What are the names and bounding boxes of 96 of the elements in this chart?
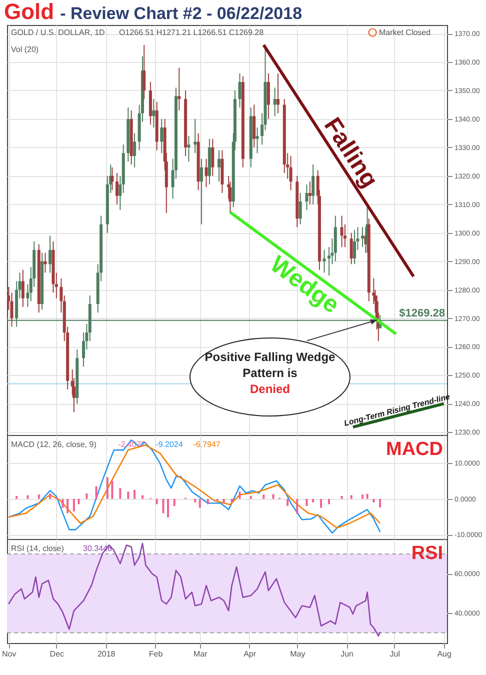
candlestick bbox=[218, 150, 221, 182]
candlestick bbox=[178, 67, 181, 111]
bar bbox=[16, 496, 18, 499]
candlestick bbox=[152, 98, 156, 128]
annotation: RSI bbox=[410, 543, 443, 565]
bar bbox=[62, 498, 64, 508]
bar bbox=[162, 498, 164, 514]
chart-title: Gold bbox=[4, 0, 54, 24]
candlestick bbox=[116, 172, 118, 205]
annotation: GOLD / U.S. DOLLAR, 1D bbox=[11, 28, 105, 37]
annotation: Market Closed bbox=[379, 28, 431, 37]
bar bbox=[134, 490, 136, 499]
annotation: -6.7947 bbox=[193, 440, 220, 449]
candlestick bbox=[252, 104, 256, 148]
bar bbox=[194, 498, 196, 502]
x-tick-label: 2018 bbox=[97, 650, 116, 658]
bar bbox=[38, 494, 40, 499]
bar bbox=[78, 498, 80, 504]
bar bbox=[127, 492, 130, 499]
x-tick-label: Dec bbox=[50, 650, 64, 658]
chart-subtitle: - Review Chart #2 - 06/22/2018 bbox=[60, 4, 302, 23]
bar bbox=[72, 498, 75, 512]
bar bbox=[66, 498, 69, 514]
bar bbox=[379, 498, 382, 508]
candlestick bbox=[211, 138, 214, 176]
bar bbox=[222, 498, 225, 504]
candlestick bbox=[308, 181, 312, 205]
x-tick-label: Nov bbox=[2, 650, 16, 658]
bar bbox=[142, 495, 144, 499]
annotation: MACD bbox=[385, 439, 443, 461]
annotation: Positive Falling Wedge Pattern is Denied bbox=[204, 349, 336, 397]
annotation: -9.2024 bbox=[156, 440, 183, 449]
bar bbox=[238, 492, 241, 499]
candlestick bbox=[21, 269, 24, 308]
candlestick bbox=[266, 72, 270, 120]
candlestick bbox=[289, 155, 292, 191]
candlestick bbox=[204, 158, 208, 188]
bar bbox=[306, 498, 308, 506]
bar bbox=[366, 494, 368, 499]
bar bbox=[286, 498, 289, 506]
annotation: Vol (20) bbox=[11, 45, 39, 54]
x-tick-label: Jul bbox=[390, 650, 400, 658]
bar bbox=[262, 494, 265, 499]
candlestick bbox=[298, 192, 302, 225]
ref-line-label: $1269.28 bbox=[399, 307, 445, 320]
candlestick bbox=[353, 230, 356, 265]
bar bbox=[328, 498, 330, 504]
bar bbox=[106, 477, 108, 499]
bar bbox=[320, 498, 322, 508]
candlestick bbox=[312, 164, 315, 205]
candlestick bbox=[256, 127, 259, 154]
x-tick-label: Feb bbox=[148, 650, 164, 658]
bar bbox=[272, 494, 274, 499]
bar bbox=[167, 498, 170, 518]
bar bbox=[86, 493, 88, 499]
x-tick-label: Apr bbox=[244, 650, 256, 658]
bar bbox=[156, 498, 158, 504]
candlestick bbox=[142, 44, 146, 100]
x-tick-label: May bbox=[290, 650, 306, 658]
bar bbox=[372, 498, 375, 502]
bar bbox=[230, 498, 233, 502]
candlestick bbox=[160, 118, 164, 154]
bar bbox=[250, 496, 252, 499]
line-series bbox=[8, 542, 381, 637]
candlestick bbox=[133, 132, 136, 168]
x-tick-label: Jun bbox=[340, 650, 354, 658]
bar bbox=[49, 493, 52, 499]
x-tick-label: Aug bbox=[437, 650, 452, 658]
bar bbox=[350, 495, 352, 499]
bar bbox=[95, 486, 98, 499]
annotation: O1266.51 H1271.21 L1266.51 C1269.28 bbox=[119, 28, 264, 37]
annotation: RSI (14, close) bbox=[11, 544, 64, 553]
candlestick bbox=[273, 87, 276, 117]
candlestick bbox=[238, 72, 242, 108]
x-tick-label: Mar bbox=[194, 650, 208, 658]
candlestick bbox=[340, 215, 344, 248]
bar bbox=[296, 498, 298, 514]
bar bbox=[362, 494, 364, 499]
candlestick bbox=[350, 232, 353, 265]
bar bbox=[198, 498, 201, 508]
bar bbox=[312, 498, 314, 502]
candlestick bbox=[276, 72, 280, 114]
candlestick bbox=[200, 158, 203, 225]
candlestick bbox=[187, 136, 190, 162]
candlestick bbox=[110, 166, 114, 191]
candlestick bbox=[48, 235, 52, 274]
bar bbox=[340, 496, 343, 499]
bar bbox=[119, 488, 122, 499]
annotation: MACD (12, 26, close, 9) bbox=[11, 440, 96, 449]
candlestick bbox=[305, 184, 308, 211]
candlestick bbox=[194, 118, 197, 154]
bar bbox=[173, 498, 176, 506]
candlestick bbox=[361, 226, 364, 248]
bar bbox=[26, 495, 29, 499]
bar bbox=[111, 480, 114, 499]
bar bbox=[206, 498, 209, 504]
